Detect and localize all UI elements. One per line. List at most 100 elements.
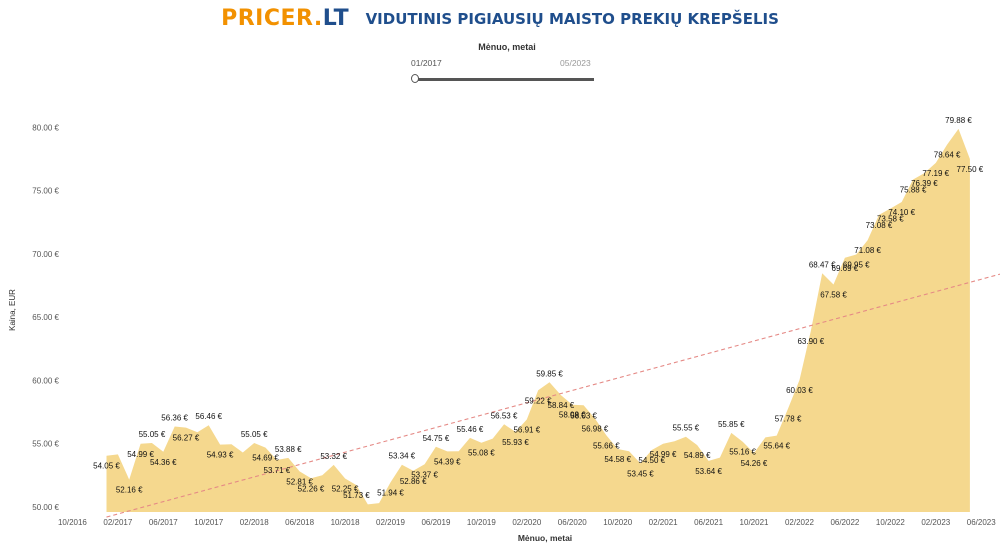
data-label: 53.34 € xyxy=(389,452,416,461)
y-tick-label: 75.00 € xyxy=(32,187,59,196)
header: PRICER.LT VIDUTINIS PIGIAUSIŲ MAISTO PRE… xyxy=(0,6,1000,31)
data-label: 52.25 € xyxy=(332,484,359,493)
data-label: 60.03 € xyxy=(786,386,813,395)
data-label: 58.08 € xyxy=(559,411,586,420)
logo-part-2: LT xyxy=(322,6,350,31)
data-label: 55.05 € xyxy=(139,430,166,439)
data-label: 54.93 € xyxy=(207,451,234,460)
x-tick-label: 10/2016 xyxy=(58,518,87,527)
y-tick-label: 60.00 € xyxy=(32,376,59,385)
data-label: 56.27 € xyxy=(173,434,200,443)
y-tick-label: 80.00 € xyxy=(32,123,59,132)
x-tick-label: 06/2018 xyxy=(285,518,314,527)
data-label: 54.75 € xyxy=(423,434,450,443)
range-end-label: 05/2023 xyxy=(560,58,591,68)
data-label: 55.55 € xyxy=(673,424,700,433)
data-label: 58.84 € xyxy=(548,401,575,410)
data-label: 56.53 € xyxy=(491,411,518,420)
data-label: 53.64 € xyxy=(695,467,722,476)
data-label: 55.66 € xyxy=(593,441,620,450)
data-label: 53.88 € xyxy=(275,445,302,454)
data-label: 71.08 € xyxy=(854,246,881,255)
data-label: 54.50 € xyxy=(638,456,665,465)
data-label: 54.39 € xyxy=(434,457,461,466)
y-tick-label: 50.00 € xyxy=(32,503,59,512)
x-tick-label: 10/2017 xyxy=(194,518,223,527)
x-tick-label: 06/2017 xyxy=(149,518,178,527)
y-tick-label: 70.00 € xyxy=(32,250,59,259)
data-label: 59.85 € xyxy=(536,369,563,378)
data-label: 79.88 € xyxy=(945,116,972,125)
x-tick-label: 02/2020 xyxy=(512,518,541,527)
data-label: 55.93 € xyxy=(502,438,529,447)
data-label: 54.05 € xyxy=(93,462,120,471)
x-tick-label: 06/2019 xyxy=(421,518,450,527)
x-axis-title: Mėnuo, metai xyxy=(518,533,572,543)
y-axis-title: Kaina, EUR xyxy=(8,289,17,331)
trend-line xyxy=(106,273,1000,518)
data-label: 55.46 € xyxy=(457,425,484,434)
data-label: 53.37 € xyxy=(411,470,438,479)
pricer-logo[interactable]: PRICER.LT xyxy=(221,6,349,31)
x-tick-label: 06/2023 xyxy=(967,518,996,527)
data-label: 59.22 € xyxy=(525,396,552,405)
data-label: 69.69 € xyxy=(832,264,859,273)
filter-label: Mėnuo, metai xyxy=(478,42,536,52)
logo-part-1: PRICER. xyxy=(221,6,323,31)
y-tick-label: 65.00 € xyxy=(32,313,59,322)
data-label: 55.05 € xyxy=(241,430,268,439)
data-label: 56.46 € xyxy=(195,412,222,421)
data-label: 51.73 € xyxy=(343,491,370,500)
x-tick-label: 10/2021 xyxy=(740,518,769,527)
data-label: 76.39 € xyxy=(911,179,938,188)
data-label: 53.45 € xyxy=(627,469,654,478)
data-label: 54.26 € xyxy=(741,459,768,468)
range-start-label: 01/2017 xyxy=(411,58,442,68)
data-label: 52.26 € xyxy=(298,484,325,493)
data-label: 55.16 € xyxy=(729,448,756,457)
data-label: 78.64 € xyxy=(934,151,961,160)
data-label: 55.85 € xyxy=(718,420,745,429)
data-label: 57.78 € xyxy=(775,415,802,424)
date-slider-track[interactable] xyxy=(416,78,594,81)
price-area xyxy=(106,128,970,512)
data-label: 56.98 € xyxy=(582,425,609,434)
range-labels: 01/2017 05/2023 xyxy=(408,58,598,72)
x-tick-label: 06/2021 xyxy=(694,518,723,527)
x-tick-label: 10/2018 xyxy=(331,518,360,527)
x-tick-label: 02/2018 xyxy=(240,518,269,527)
x-tick-label: 10/2022 xyxy=(876,518,905,527)
data-label: 52.81 € xyxy=(286,477,313,486)
data-label: 54.69 € xyxy=(252,454,279,463)
data-label: 53.71 € xyxy=(264,466,291,475)
data-label: 56.36 € xyxy=(161,413,188,422)
x-tick-label: 02/2023 xyxy=(921,518,950,527)
x-tick-label: 06/2022 xyxy=(830,518,859,527)
data-label: 54.99 € xyxy=(127,450,154,459)
data-label: 77.19 € xyxy=(922,169,949,178)
page-title: VIDUTINIS PIGIAUSIŲ MAISTO PREKIŲ KREPŠE… xyxy=(365,9,779,28)
x-tick-label: 10/2020 xyxy=(603,518,632,527)
x-tick-label: 02/2021 xyxy=(649,518,678,527)
data-label: 74.10 € xyxy=(888,208,915,217)
x-tick-label: 06/2020 xyxy=(558,518,587,527)
data-label: 58.03 € xyxy=(570,411,597,420)
data-label: 51.94 € xyxy=(377,488,404,497)
data-label: 53.32 € xyxy=(320,452,347,461)
data-label: 68.47 € xyxy=(809,260,836,269)
data-label: 63.90 € xyxy=(797,337,824,346)
date-slider-handle[interactable] xyxy=(411,74,419,83)
x-tick-label: 02/2017 xyxy=(103,518,132,527)
x-tick-label: 02/2022 xyxy=(785,518,814,527)
data-label: 67.58 € xyxy=(820,291,847,300)
x-tick-label: 02/2019 xyxy=(376,518,405,527)
data-label: 55.08 € xyxy=(468,449,495,458)
data-label: 52.16 € xyxy=(116,486,143,495)
data-label: 54.58 € xyxy=(604,455,631,464)
date-range-filter: Mėnuo, metai 01/2017 05/2023 xyxy=(408,42,598,83)
data-label: 54.36 € xyxy=(150,458,177,467)
y-tick-label: 55.00 € xyxy=(32,440,59,449)
data-label: 54.89 € xyxy=(684,451,711,460)
data-label: 55.64 € xyxy=(763,442,790,451)
